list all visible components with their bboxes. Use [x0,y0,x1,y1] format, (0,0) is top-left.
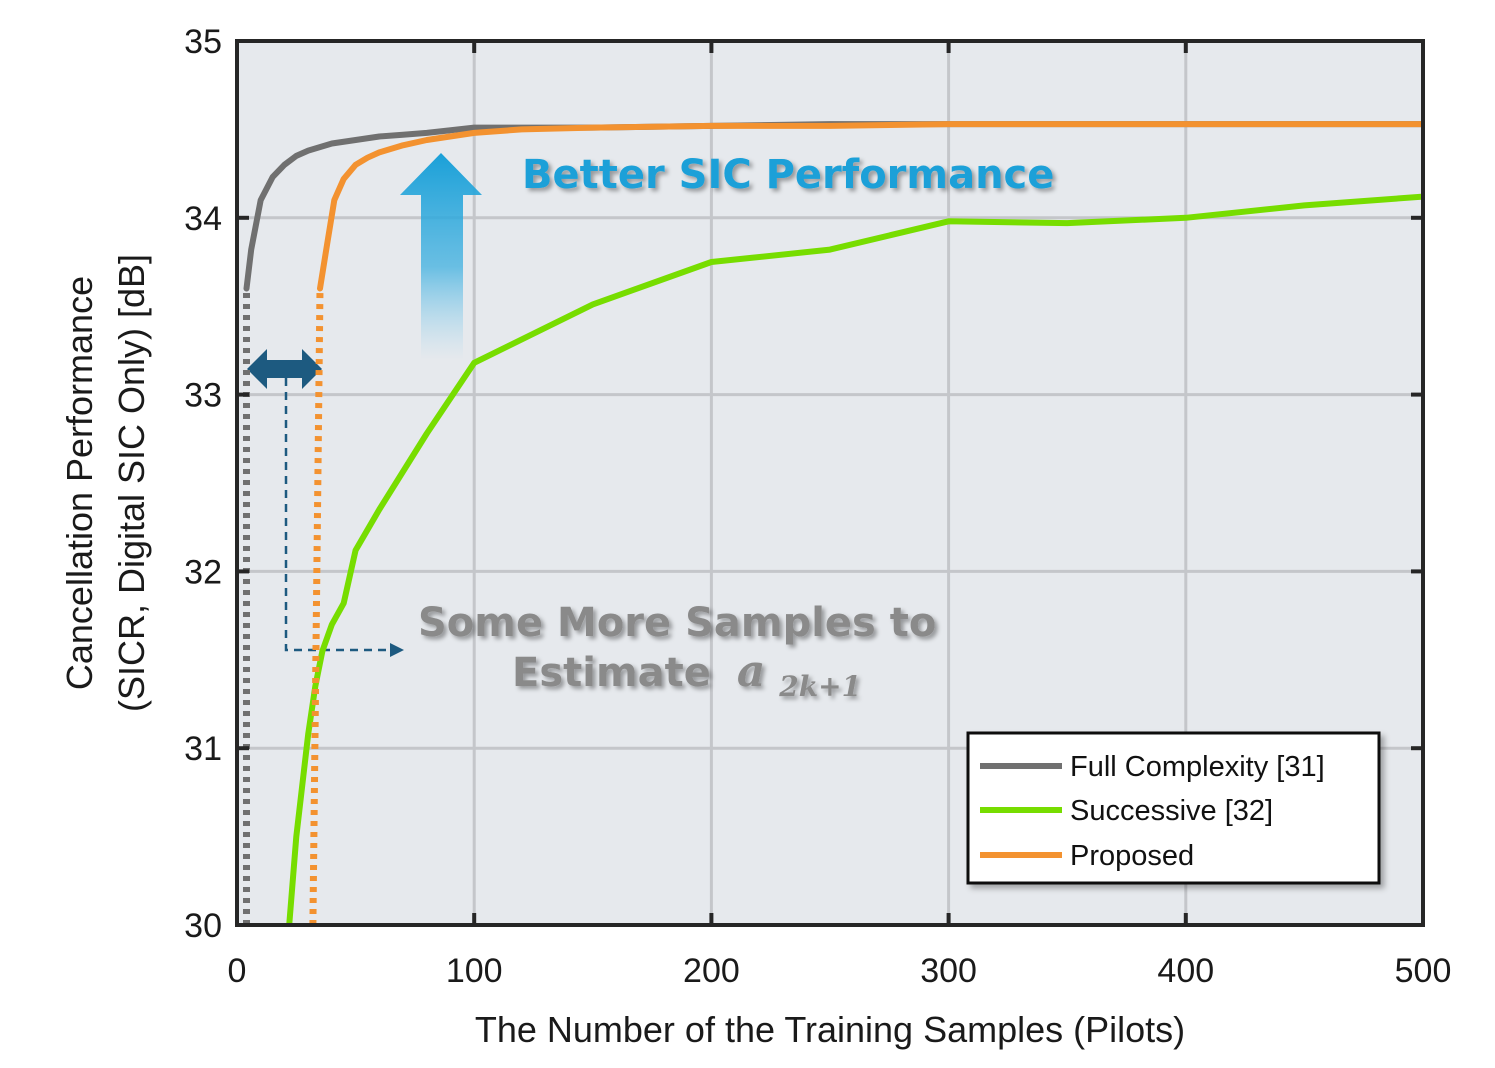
series-proposed-dotted-segment [309,288,324,925]
tick-labels: 0 100 200 300 400 500 30 31 32 33 34 35 [184,23,1451,990]
coefficient-subscript: 2k+1 [778,670,861,703]
x-tick-label: 200 [683,952,740,990]
x-tick-label: 400 [1157,952,1214,990]
x-tick-label: 300 [920,952,977,990]
tick-marks [235,39,1425,927]
x-tick-label: 500 [1395,952,1452,990]
legend: Full Complexity [31] Successive [32] Pro… [966,731,1381,885]
estimate-word: Estimate [512,650,711,696]
y-tick-label: 34 [184,200,222,238]
series-proposed-line [317,121,1423,292]
axes-frame [235,39,1425,927]
better-performance-annotation: Better SIC Performance [522,152,1054,198]
y-tick-label: 33 [184,377,222,415]
y-tick-label: 32 [184,553,222,591]
series-successive-line [286,193,1423,925]
y-tick-label: 35 [184,23,222,61]
x-tick-label: 100 [446,952,503,990]
y-tick-label: 31 [184,730,222,768]
coefficient-symbol: a [737,646,766,697]
y-axis-title-line2: (SICR, Digital SIC Only) [dB] [111,254,152,712]
legend-label-successive: Successive [32] [1070,795,1273,827]
better-performance-arrow-icon [400,153,482,360]
legend-label-full: Full Complexity [31] [1070,751,1325,783]
x-tick-label: 0 [228,952,247,990]
legend-label-proposed: Proposed [1070,840,1194,872]
sample-gap-connector [284,378,404,657]
x-axis-title: The Number of the Training Samples (Pilo… [475,1009,1185,1050]
more-samples-annotation-line2: Estimate a 2k+1 [512,646,861,703]
more-samples-annotation-line1: Some More Samples to [418,600,936,646]
y-axis-title-line1: Cancellation Performance [59,276,100,690]
y-tick-label: 30 [184,907,222,945]
sample-gap-double-arrow-icon [247,349,322,389]
